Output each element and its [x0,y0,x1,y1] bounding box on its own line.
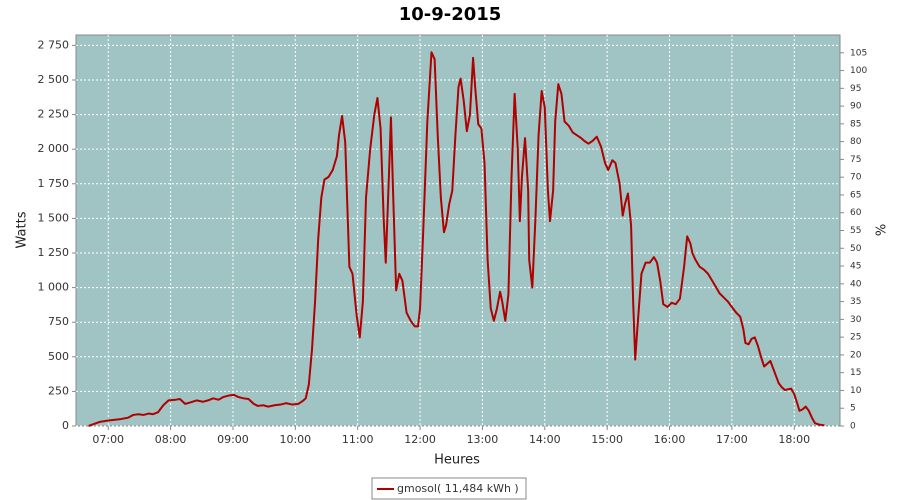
y-tick-label: 1 500 [38,211,70,224]
y2-tick-label: 40 [850,279,862,289]
y-tick-label: 2 000 [38,142,70,155]
x-tick-label: 08:00 [155,433,187,446]
y-tick-label: 500 [48,350,69,363]
x-axis-label: Heures [434,453,480,468]
data-line [88,51,825,427]
y2-tick-label: 50 [850,244,862,254]
x-tick-label: 11:00 [342,433,374,446]
y2-tick-label: 20 [850,350,862,360]
x-tick-label: 16:00 [654,433,686,446]
y2-tick-label: 95 [850,84,861,94]
y2-tick-label: 85 [850,119,861,129]
y2-tick-label: 5 [850,404,856,414]
y2-axis-label: % [875,224,890,236]
y2-tick-label: 105 [850,48,867,58]
y-tick-label: 250 [48,384,69,397]
y-axis-label: Watts [15,211,30,248]
y2-tick-label: 60 [850,208,862,218]
x-tick-label: 12:00 [404,433,436,446]
legend-box [371,477,527,500]
y2-tick-label: 15 [850,368,861,378]
y-tick-label: 1 000 [38,281,70,294]
y2-tick-label: 70 [850,173,862,183]
y2-tick-label: 35 [850,297,861,307]
y2-tick-label: 55 [850,226,861,236]
x-tick-label: 14:00 [529,433,561,446]
y2-tick-label: 0 [850,422,856,432]
y-tick-label: 2 750 [38,38,70,51]
y2-tick-label: 90 [850,102,862,112]
y2-tick-label: 45 [850,262,861,272]
legend-label: gmosol( 11,484 kWh ) [397,482,519,495]
y2-tick-label: 100 [850,66,867,76]
chart-title: 10-9-2015 [399,4,502,25]
y-tick-label: 750 [48,315,69,328]
y-tick-label: 1 250 [38,246,70,259]
x-tick-label: 13:00 [467,433,499,446]
x-tick-label: 10:00 [279,433,311,446]
y2-tick-label: 30 [850,315,862,325]
x-tick-label: 15:00 [591,433,623,446]
y-tick-label: 2 250 [38,108,70,121]
x-tick-label: 09:00 [217,433,249,446]
y2-tick-label: 65 [850,190,861,200]
y-tick-label: 0 [62,419,69,432]
y2-tick-label: 10 [850,386,862,396]
y2-tick-label: 80 [850,137,862,147]
y-tick-label: 1 750 [38,177,70,190]
x-tick-label: 07:00 [92,433,124,446]
y2-tick-label: 75 [850,155,861,165]
x-tick-label: 17:00 [716,433,748,446]
y-tick-label: 2 500 [38,73,70,86]
y2-tick-label: 25 [850,333,861,343]
x-tick-label: 18:00 [778,433,810,446]
